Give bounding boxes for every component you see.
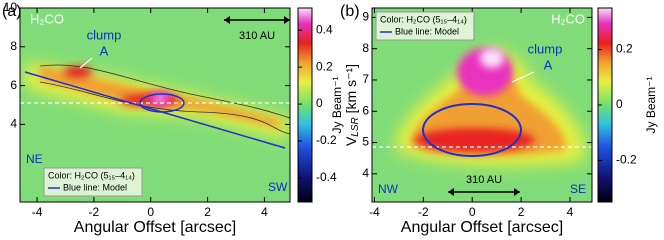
colorbar-tick-label: 0	[316, 96, 323, 110]
colorbar-tick-label: -0.4	[316, 170, 337, 184]
panel-label: (a)	[2, 3, 22, 20]
direction-label: NE	[26, 152, 43, 166]
colorbar-tick-label: 0.2	[316, 59, 333, 73]
x-tick-label: -4	[32, 205, 43, 219]
clump-label: A	[544, 57, 553, 72]
direction-label: SW	[268, 180, 288, 194]
x-tick-label: -4	[369, 205, 380, 219]
x-tick-label: 2	[204, 205, 211, 219]
direction-label: SE	[570, 182, 586, 196]
colorbar	[297, 7, 313, 203]
y-tick-label: 6	[362, 103, 369, 117]
y-tick-label: 10	[4, 0, 18, 14]
legend-label: Blue line: Model	[63, 182, 127, 192]
clump-pointer	[79, 57, 93, 69]
clump-label: A	[100, 43, 109, 58]
direction-label: NW	[378, 182, 399, 196]
panel-title: H₂CO	[30, 11, 64, 26]
x-tick-label: 0	[469, 205, 476, 219]
legend-box	[43, 167, 143, 197]
colorbar-tick-label: -0.2	[616, 153, 637, 167]
y-tick-label: 5	[362, 135, 369, 149]
x-axis-label: Angular Offset [arcsec]	[401, 219, 563, 236]
x-axis-label: Angular Offset [arcsec]	[74, 219, 236, 236]
y-axis-label: VLSR [km s⁻¹]	[343, 64, 361, 146]
colorbar-tick-label: 0.2	[616, 42, 633, 56]
y-tick-label: 8	[362, 41, 369, 55]
y-axis-symbol: V	[343, 136, 359, 146]
x-tick-label: -2	[89, 205, 100, 219]
colorbar-tick-label: 0.4	[316, 22, 333, 36]
y-tick-label: 7	[362, 72, 369, 86]
plot-frame	[19, 7, 291, 203]
x-tick-label: 4	[567, 205, 574, 219]
pv-image	[372, 8, 592, 202]
x-tick-label: 4	[261, 205, 268, 219]
colorbar-label: Jy Beam⁻¹	[330, 76, 344, 133]
y-axis-subscript: LSR	[350, 117, 361, 136]
x-tick-label: 2	[518, 205, 525, 219]
panel-label: (b)	[340, 3, 360, 20]
panel-title: H₂CO	[551, 11, 585, 26]
x-tick-label: -2	[418, 205, 429, 219]
legend-label: Color: H₂CO (5₁₅–4₁₄)	[48, 170, 135, 180]
legend-label: Color: H₂CO (5₁₅–4₁₄)	[380, 14, 467, 24]
colorbar-label: Jy Beam⁻¹	[644, 76, 658, 133]
y-tick-label: 9	[362, 10, 369, 24]
scale-bar-label: 310 AU	[466, 174, 502, 186]
legend-label: Blue line: Model	[395, 26, 459, 36]
y-tick-label: 4	[362, 166, 369, 180]
clump-label: clump	[87, 27, 122, 42]
clump-pointer	[511, 71, 535, 83]
legend-box	[375, 11, 475, 41]
y-tick-label: 6	[10, 78, 17, 92]
y-tick-label: 4	[10, 117, 17, 131]
x-tick-label: 0	[147, 205, 154, 219]
colorbar-tick-label: -0.2	[316, 133, 337, 147]
y-tick-label: 8	[10, 39, 17, 53]
plot-frame	[371, 7, 593, 203]
y-axis-unit: [km s⁻¹]	[343, 64, 359, 117]
scale-bar-label: 310 AU	[239, 30, 275, 42]
clump-label: clump	[528, 41, 563, 56]
colorbar-tick-label: 0	[616, 97, 623, 111]
